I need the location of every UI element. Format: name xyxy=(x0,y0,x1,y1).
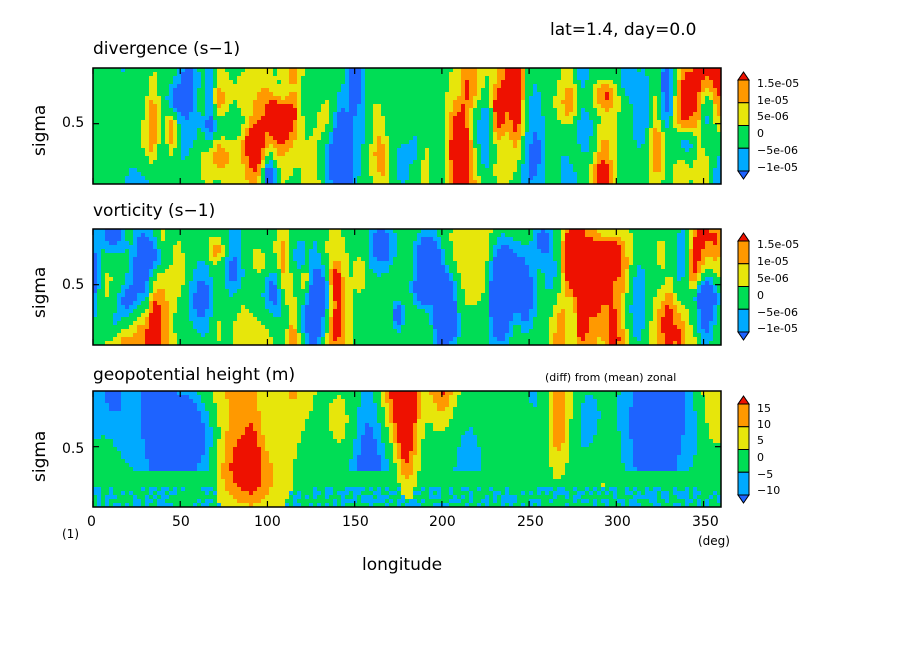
vorticity-ytick: 0.5 xyxy=(62,277,85,293)
xunit-label: (deg) xyxy=(698,534,730,548)
geopotential-title: geopotential height (m) xyxy=(93,365,296,385)
panel-1-frame xyxy=(92,67,722,185)
cb1-label-1: 1e-05 xyxy=(757,94,789,107)
panel-3-frame xyxy=(92,390,722,508)
xtick-0: 0 xyxy=(87,514,96,530)
cb1-label-3: 0 xyxy=(757,127,764,140)
colorbar-bottom-arrow xyxy=(737,494,750,504)
cb2-label-1: 1e-05 xyxy=(757,255,789,268)
cb2-label-4: −5e-06 xyxy=(757,306,798,319)
header-label: lat=1.4, day=0.0 xyxy=(550,20,697,40)
colorbar-segment xyxy=(737,308,750,333)
colorbar-segment xyxy=(737,240,750,265)
cb2-label-0: 1.5e-05 xyxy=(757,238,800,251)
colorbar-top-arrow xyxy=(737,395,750,405)
colorbar-top-arrow xyxy=(737,232,750,242)
panel-1-colorbar xyxy=(737,71,750,180)
colorbar-segment xyxy=(737,263,750,287)
colorbar-segment xyxy=(737,147,750,172)
divergence-title: divergence (s−1) xyxy=(93,39,241,59)
cb2-label-3: 0 xyxy=(757,289,764,302)
panel-3-field xyxy=(93,391,722,508)
cb3-label-3: 0 xyxy=(757,451,764,464)
panel-1-field xyxy=(93,68,722,185)
colorbar-segment xyxy=(737,471,750,496)
geopotential-subtitle: (diff) from (mean) zonal xyxy=(545,371,677,384)
cb1-label-0: 1.5e-05 xyxy=(757,77,800,90)
cb3-label-1: 10 xyxy=(757,418,771,431)
cb3-label-4: −5 xyxy=(757,468,774,481)
geopotential-ytick: 0.5 xyxy=(62,441,85,457)
xtick-250: 250 xyxy=(517,514,544,530)
xtick-50: 50 xyxy=(172,514,190,530)
cb1-label-2: 5e-06 xyxy=(757,110,789,123)
colorbar-segment xyxy=(737,102,750,126)
colorbar-bottom-arrow xyxy=(737,170,750,180)
cb3-label-5: −10 xyxy=(757,484,781,497)
xtick-150: 150 xyxy=(342,514,369,530)
cb1-label-5: −1e-05 xyxy=(757,161,798,174)
x-axis-label: longitude xyxy=(362,555,443,575)
vorticity-title: vorticity (s−1) xyxy=(93,201,216,221)
cb2-label-5: −1e-05 xyxy=(757,322,798,335)
colorbar-segment xyxy=(737,286,750,310)
cb3-label-0: 15 xyxy=(757,402,771,415)
xtick-100: 100 xyxy=(254,514,281,530)
colorbar-segment xyxy=(737,426,750,450)
xtick-350: 350 xyxy=(692,514,719,530)
panel-2-colorbar xyxy=(737,232,750,341)
xtick-300: 300 xyxy=(604,514,631,530)
colorbar-bottom-arrow xyxy=(737,331,750,341)
cb2-label-2: 5e-06 xyxy=(757,272,789,285)
xtick-200: 200 xyxy=(429,514,456,530)
cb3-label-2: 5 xyxy=(757,434,764,447)
divergence-ytick: 0.5 xyxy=(62,115,85,131)
colorbar-segment xyxy=(737,125,750,149)
panel-3-colorbar xyxy=(737,395,750,504)
colorbar-segment xyxy=(737,403,750,428)
panel-2-field xyxy=(93,229,722,346)
colorbar-segment xyxy=(737,79,750,104)
colorbar-top-arrow xyxy=(737,71,750,81)
panel-2-frame xyxy=(92,228,722,346)
colorbar-segment xyxy=(737,449,750,473)
cb1-label-4: −5e-06 xyxy=(757,144,798,157)
figure-index: (1) xyxy=(62,527,79,541)
